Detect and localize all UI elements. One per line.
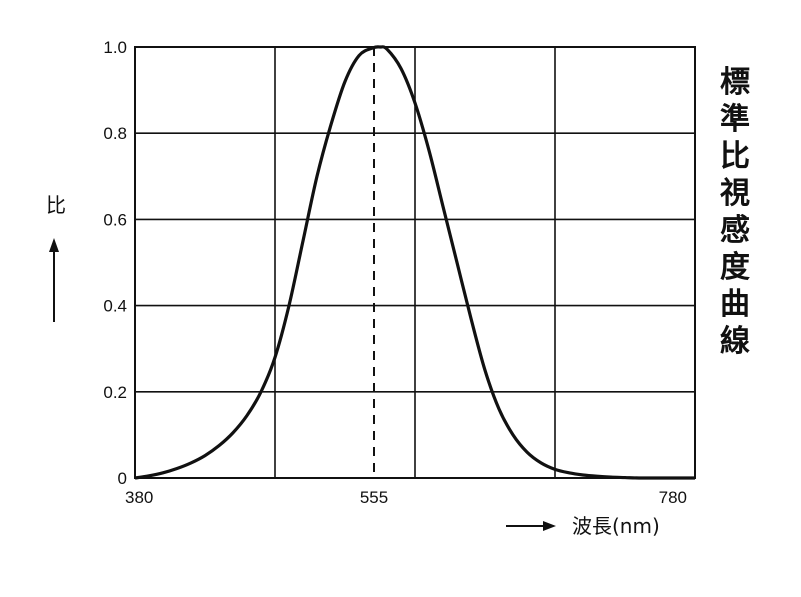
x-tick-label-1: 555: [360, 488, 388, 507]
title-char-4: 感: [720, 213, 750, 248]
title-char-1: 準: [720, 102, 750, 137]
y-tick-label-1: 0.2: [103, 383, 127, 402]
y-tick-label-2: 0.4: [103, 297, 127, 316]
chart-title: 標準比視感度曲線: [720, 65, 750, 359]
x-axis-arrow-icon: [506, 521, 556, 531]
series-line-0: [134, 45, 695, 480]
y-tick-label-3: 0.6: [103, 210, 127, 229]
x-tick-label-0: 380: [125, 488, 153, 507]
y-axis-label: 比: [46, 193, 66, 217]
title-char-6: 曲: [720, 287, 750, 322]
title-char-3: 視: [720, 176, 750, 211]
title-char-2: 比: [720, 139, 750, 174]
title-char-5: 度: [720, 250, 750, 285]
y-tick-labels: 0 0.2 0.4 0.6 0.8 1.0: [103, 38, 127, 488]
grid: [135, 46, 695, 479]
y-tick-label-0: 0: [118, 469, 127, 488]
y-tick-label-4: 0.8: [103, 124, 127, 143]
title-char-7: 線: [720, 324, 750, 359]
plot-frame: [134, 46, 696, 479]
y-axis-arrow-icon: [49, 238, 59, 322]
x-tick-labels: 380 555 780: [125, 488, 687, 507]
title-char-0: 標: [720, 65, 750, 100]
x-axis-label: 波長(nm): [572, 514, 660, 538]
curve: [134, 45, 695, 480]
plot-border: [134, 46, 696, 479]
y-tick-label-5: 1.0: [103, 38, 127, 57]
x-tick-label-2: 780: [659, 488, 687, 507]
